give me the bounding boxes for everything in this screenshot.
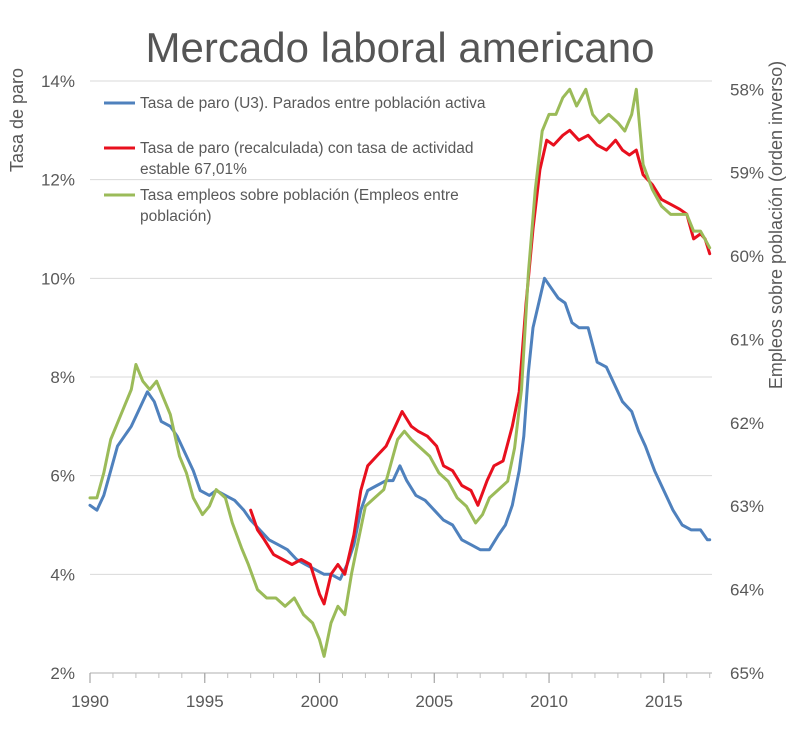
y2-tick-label: 63% (730, 497, 764, 516)
y-tick-label: 12% (41, 171, 75, 190)
legend-label-recalc-line2: estable 67,01% (140, 161, 247, 178)
y-axis-title: Tasa de paro (7, 68, 27, 172)
series-line-u3 (88, 276, 712, 581)
x-tick-label: 1995 (186, 692, 224, 711)
y-tick-label: 6% (50, 467, 75, 486)
x-tick-label: 2005 (415, 692, 453, 711)
series-line-recalc (249, 128, 712, 606)
series-line-epop (88, 87, 712, 658)
y-tick-label: 8% (50, 368, 75, 387)
y-tick-label: 4% (50, 565, 75, 584)
legend-label-u3: Tasa de paro (U3). Parados entre poblaci… (140, 95, 486, 112)
series-layer (88, 87, 712, 658)
legend-label-epop-line1: Tasa empleos sobre población (Empleos en… (140, 187, 459, 204)
y2-tick-label: 64% (730, 581, 764, 600)
y2-tick-label: 61% (730, 330, 764, 349)
y2-tick-label: 60% (730, 247, 764, 266)
legend-label-recalc: Tasa de paro (recalculada) con tasa de a… (140, 140, 478, 178)
axes-layer: 2% 4% 6% 8% 10% 12% 14% 58% 59% 60% 61% 62% 63% 64% 65… (41, 72, 764, 711)
y2-tick-label: 58% (730, 80, 764, 99)
legend: Tasa de paro (U3). Parados entre poblaci… (104, 95, 486, 225)
x-tick-label: 1990 (71, 692, 109, 711)
y-tick-label: 2% (50, 664, 75, 683)
x-tick-label: 2015 (645, 692, 683, 711)
y-tick-label: 14% (41, 72, 75, 91)
y2-tick-label: 65% (730, 664, 764, 683)
y2-tick-label: 62% (730, 414, 764, 433)
legend-label-recalc-line1: Tasa de paro (recalculada) con tasa de a… (140, 140, 473, 157)
x-tick-label: 2000 (301, 692, 339, 711)
chart-title: Mercado laboral americano (146, 24, 655, 71)
y2-tick-label: 59% (730, 164, 764, 183)
legend-label-epop-line2: población) (140, 208, 212, 225)
legend-label-epop: Tasa empleos sobre población (Empleos en… (140, 187, 463, 225)
x-tick-label: 2010 (530, 692, 568, 711)
y-tick-label: 10% (41, 269, 75, 288)
y2-axis-title: Empleos sobre población (orden inverso) (766, 61, 786, 389)
